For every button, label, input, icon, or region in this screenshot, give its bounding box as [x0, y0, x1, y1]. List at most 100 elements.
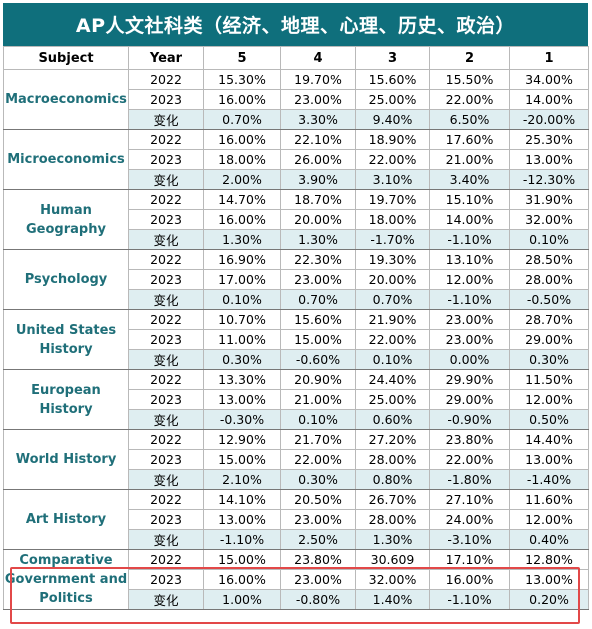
- table-cell: 14.00%: [509, 89, 589, 110]
- table-cell: 19.30%: [355, 249, 430, 270]
- table-cell: 22.00%: [355, 329, 430, 350]
- table-cell: 23.00%: [280, 509, 356, 530]
- table-cell: 23.00%: [280, 569, 356, 590]
- table-cell: 13.00%: [509, 149, 589, 170]
- year-row: Art History 2022 14.10% 20.50% 26.70% 27.10% 1…: [3, 489, 589, 550]
- row-label: 变化: [128, 229, 204, 250]
- table-cell: 0.50%: [509, 409, 589, 430]
- subject-name: Art History: [3, 489, 129, 550]
- table-cell: 21.70%: [280, 429, 356, 450]
- change-row: 变化 0.10% 0.70% 0.70% -1.10% -0.50%: [4, 289, 589, 310]
- change-row: 变化 0.70% 3.30% 9.40% 6.50% -20.00%: [4, 109, 589, 130]
- table-cell: -0.80%: [280, 589, 356, 610]
- table-cell: 18.00%: [355, 209, 430, 230]
- change-row: 变化 1.00% -0.80% 1.40% -1.10% 0.20%: [4, 589, 589, 610]
- table-cell: 15.60%: [355, 69, 430, 90]
- table-cell: 23.80%: [429, 429, 510, 450]
- table-cell: 22.10%: [280, 129, 356, 150]
- subject-name: Macroeconomics: [3, 69, 129, 130]
- table-cell: 1.40%: [355, 589, 430, 610]
- table-cell: 13.00%: [509, 569, 589, 590]
- table-cell: 1.30%: [280, 229, 356, 250]
- table-cell: 31.90%: [509, 189, 589, 210]
- row-label: 2022: [128, 189, 204, 210]
- year-row: 2023 16.00% 23.00% 25.00% 22.00% 14.00%: [4, 89, 589, 110]
- row-label: 变化: [128, 409, 204, 430]
- subject-name: Human Geography: [3, 189, 129, 250]
- table-cell: 0.10%: [203, 289, 281, 310]
- table-cell: 1.30%: [203, 229, 281, 250]
- table-cell: -20.00%: [509, 109, 589, 130]
- table-cell: 0.40%: [509, 529, 589, 550]
- table-cell: 1.00%: [203, 589, 281, 610]
- header-score-3: 3: [355, 46, 430, 70]
- year-row: Macroeconomics 2022 15.30% 19.70% 15.60% 15.5…: [3, 69, 589, 130]
- row-label: 2022: [128, 309, 204, 330]
- year-row: European History 2022 13.30% 20.90% 24.40% 29…: [3, 369, 589, 430]
- change-row: 变化 -0.30% 0.10% 0.60% -0.90% 0.50%: [4, 409, 589, 430]
- table-cell: 13.00%: [203, 389, 281, 410]
- table-cell: 0.10%: [509, 229, 589, 250]
- row-label: 2023: [128, 89, 204, 110]
- table-cell: 0.30%: [280, 469, 356, 490]
- row-label: 2023: [128, 389, 204, 410]
- row-label: 2022: [128, 489, 204, 510]
- table-cell: 15.00%: [203, 449, 281, 470]
- year-row: 2023 18.00% 26.00% 22.00% 21.00% 13.00%: [4, 149, 589, 170]
- table-cell: -0.50%: [509, 289, 589, 310]
- table-cell: 12.00%: [509, 509, 589, 530]
- table-cell: 18.70%: [280, 189, 356, 210]
- table-cell: 21.90%: [355, 309, 430, 330]
- table-cell: 12.90%: [203, 429, 281, 450]
- table-cell: 0.80%: [355, 469, 430, 490]
- table-cell: 14.40%: [509, 429, 589, 450]
- table-cell: 1.30%: [355, 529, 430, 550]
- table-cell: 15.50%: [429, 69, 510, 90]
- year-row: World History 2022 12.90% 21.70% 27.20% 23.80…: [3, 429, 589, 490]
- row-label: 变化: [128, 589, 204, 610]
- table-cell: 15.30%: [203, 69, 281, 90]
- row-label: 变化: [128, 169, 204, 190]
- row-label: 2023: [128, 329, 204, 350]
- table-cell: 2.10%: [203, 469, 281, 490]
- table-cell: 3.10%: [355, 169, 430, 190]
- table-cell: 30.609: [355, 549, 430, 570]
- change-row: 变化 -1.10% 2.50% 1.30% -3.10% 0.40%: [4, 529, 589, 550]
- row-label: 变化: [128, 529, 204, 550]
- row-label: 变化: [128, 289, 204, 310]
- table-cell: 3.90%: [280, 169, 356, 190]
- table-cell: -0.60%: [280, 349, 356, 370]
- table-cell: 25.30%: [509, 129, 589, 150]
- table-cell: 0.00%: [429, 349, 510, 370]
- table-cell: 22.00%: [280, 449, 356, 470]
- table-cell: 14.70%: [203, 189, 281, 210]
- table-cell: 13.00%: [509, 449, 589, 470]
- table-cell: -0.30%: [203, 409, 281, 430]
- year-row: 2023 11.00% 15.00% 22.00% 23.00% 29.00%: [4, 329, 589, 350]
- table-cell: -1.10%: [429, 229, 510, 250]
- year-row: 2023 15.00% 22.00% 28.00% 22.00% 13.00%: [4, 449, 589, 470]
- table-cell: 16.90%: [203, 249, 281, 270]
- table-cell: -1.10%: [203, 529, 281, 550]
- table-cell: -3.10%: [429, 529, 510, 550]
- year-row: 2023 13.00% 23.00% 28.00% 24.00% 12.00%: [4, 509, 589, 530]
- table-cell: 16.00%: [203, 129, 281, 150]
- table-cell: 0.10%: [280, 409, 356, 430]
- table-cell: 20.90%: [280, 369, 356, 390]
- row-label: 2023: [128, 209, 204, 230]
- table-cell: 28.00%: [355, 509, 430, 530]
- table-cell: 29.00%: [429, 389, 510, 410]
- table-cell: 24.40%: [355, 369, 430, 390]
- table-cell: 6.50%: [429, 109, 510, 130]
- table-cell: 16.00%: [203, 209, 281, 230]
- header-score-2: 2: [429, 46, 510, 70]
- row-label: 2022: [128, 549, 204, 570]
- row-label: 2023: [128, 149, 204, 170]
- row-label: 变化: [128, 109, 204, 130]
- table-cell: 23.00%: [280, 89, 356, 110]
- table-cell: -1.80%: [429, 469, 510, 490]
- table-cell: 29.00%: [509, 329, 589, 350]
- year-row: 2023 16.00% 23.00% 32.00% 16.00% 13.00%: [4, 569, 589, 590]
- row-label: 2023: [128, 269, 204, 290]
- table-cell: 22.30%: [280, 249, 356, 270]
